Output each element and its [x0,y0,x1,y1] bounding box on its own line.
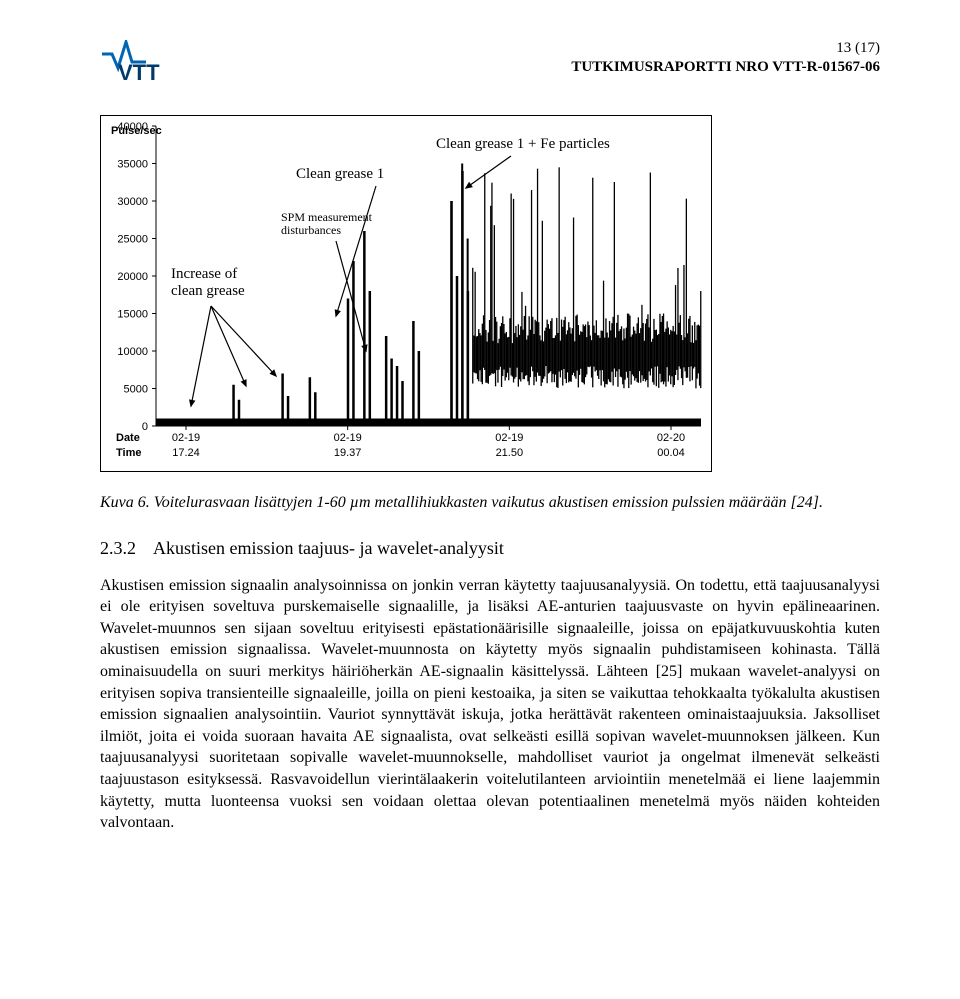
caption-unit: µm [350,494,371,511]
body-paragraph: Akustisen emission signaalin analysoinni… [100,575,880,834]
svg-text:30000: 30000 [117,196,148,208]
section-number: 2.3.2 [100,538,136,558]
report-title: TUTKIMUSRAPORTTI NRO VTT-R-01567-06 [571,59,880,76]
caption-suffix: metallihiukkasten vaikutus akustisen emi… [371,494,823,511]
svg-text:00.04: 00.04 [657,447,685,459]
svg-text:15000: 15000 [117,309,148,321]
svg-text:Time: Time [116,447,141,459]
svg-text:Pulse/sec: Pulse/sec [111,125,162,137]
svg-text:5000: 5000 [124,384,148,396]
svg-text:02-20: 02-20 [657,432,685,444]
svg-text:10000: 10000 [117,346,148,358]
figure-caption: Kuva 6. Voitelurasvaan lisättyjen 1-60 µ… [100,492,880,514]
svg-text:19.37: 19.37 [334,447,362,459]
svg-text:35000: 35000 [117,159,148,171]
logo-text: VTT [118,60,160,85]
svg-text:Date: Date [116,432,140,444]
svg-text:02-19: 02-19 [495,432,523,444]
annot-clean-grease-1: Clean grease 1 [296,166,384,183]
annot-increase: Increase ofclean grease [171,266,245,299]
vtt-logo: VTT [100,40,210,85]
svg-text:0: 0 [142,421,148,433]
ae-pulse-chart: 0500010000150002000025000300003500040000… [100,115,712,472]
page-header: VTT 13 (17) TUTKIMUSRAPORTTI NRO VTT-R-0… [100,40,880,85]
svg-text:21.50: 21.50 [496,447,524,459]
annot-spm: SPM measurementdisturbances [281,211,372,237]
svg-text:17.24: 17.24 [172,447,200,459]
svg-text:25000: 25000 [117,234,148,246]
section-title: Akustisen emission taajuus- ja wavelet-a… [153,538,504,558]
section-heading: 2.3.2 Akustisen emission taajuus- ja wav… [100,538,880,559]
header-right: 13 (17) TUTKIMUSRAPORTTI NRO VTT-R-01567… [571,40,880,76]
annot-fe-particles: Clean grease 1 + Fe particles [436,136,610,153]
svg-text:02-19: 02-19 [334,432,362,444]
svg-text:02-19: 02-19 [172,432,200,444]
page-number: 13 (17) [571,40,880,57]
svg-text:20000: 20000 [117,271,148,283]
caption-prefix: Kuva 6. Voitelurasvaan lisättyjen 1-60 [100,494,350,511]
